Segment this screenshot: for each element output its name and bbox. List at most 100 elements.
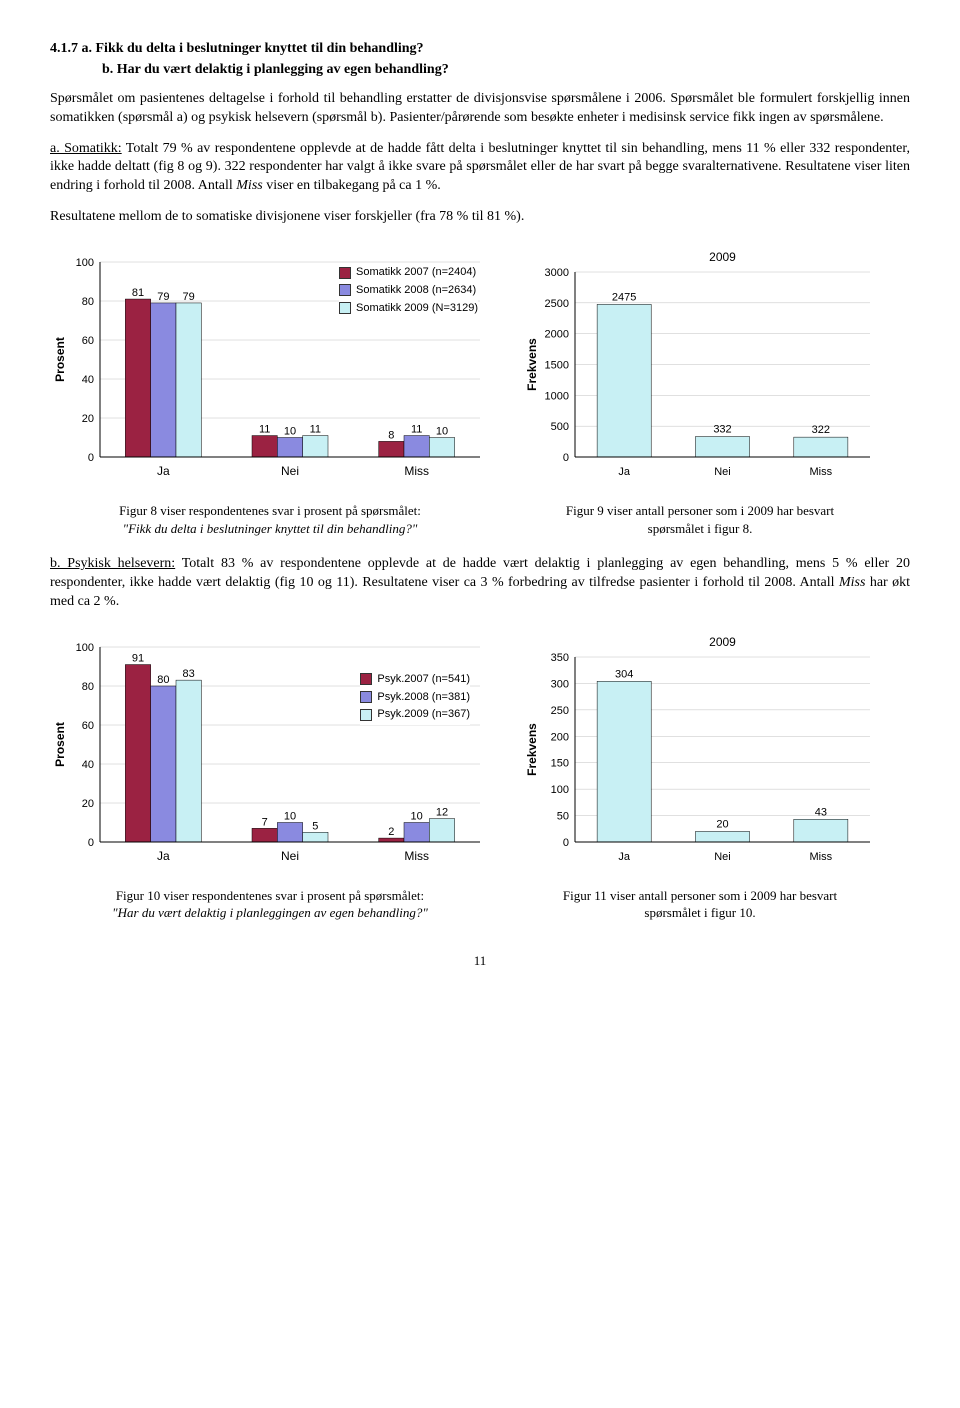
svg-text:91: 91 bbox=[132, 652, 144, 664]
svg-text:0: 0 bbox=[88, 452, 94, 464]
caption-9b: spørsmålet i figur 8. bbox=[648, 521, 753, 536]
svg-text:0: 0 bbox=[563, 452, 569, 464]
svg-text:2009: 2009 bbox=[709, 635, 736, 649]
paragraph-1: Spørsmålet om pasientenes deltagelse i f… bbox=[50, 90, 910, 128]
para2-miss: Miss bbox=[236, 178, 262, 193]
chart-9: 20090500100015002000250030002475Ja332Nei… bbox=[520, 247, 880, 494]
svg-text:20: 20 bbox=[716, 818, 728, 830]
caption-10a: Figur 10 viser respondentenes svar i pro… bbox=[116, 888, 424, 903]
svg-text:Miss: Miss bbox=[404, 464, 429, 478]
paragraph-4: b. Psykisk helsevern: Totalt 83 % av res… bbox=[50, 555, 910, 612]
svg-text:100: 100 bbox=[76, 257, 94, 269]
svg-text:Nei: Nei bbox=[714, 466, 731, 478]
svg-text:2000: 2000 bbox=[545, 329, 569, 341]
svg-text:Nei: Nei bbox=[281, 849, 299, 863]
svg-text:20: 20 bbox=[82, 413, 94, 425]
svg-text:250: 250 bbox=[551, 705, 569, 717]
caption-8a: Figur 8 viser respondentenes svar i pros… bbox=[119, 503, 421, 518]
para4-body: Totalt 83 % av respondentene opplevde at… bbox=[50, 556, 910, 590]
svg-text:Nei: Nei bbox=[281, 464, 299, 478]
caption-row-2: Figur 10 viser respondentenes svar i pro… bbox=[50, 887, 910, 922]
svg-text:10: 10 bbox=[284, 426, 296, 438]
svg-text:100: 100 bbox=[76, 642, 94, 654]
svg-text:2475: 2475 bbox=[612, 292, 636, 304]
svg-text:3000: 3000 bbox=[545, 267, 569, 279]
svg-text:Nei: Nei bbox=[714, 851, 731, 863]
svg-text:50: 50 bbox=[557, 810, 569, 822]
caption-10b: "Har du vært delaktig i planleggingen av… bbox=[112, 905, 428, 920]
para2-tail: viser en tilbakegang på ca 1 %. bbox=[263, 178, 441, 193]
svg-text:Prosent: Prosent bbox=[53, 722, 67, 767]
svg-text:79: 79 bbox=[183, 291, 195, 303]
para4-lead: b. Psykisk helsevern: bbox=[50, 556, 175, 571]
svg-text:0: 0 bbox=[563, 837, 569, 849]
svg-text:83: 83 bbox=[183, 668, 195, 680]
svg-text:43: 43 bbox=[815, 806, 827, 818]
svg-text:Ja: Ja bbox=[157, 464, 170, 478]
svg-text:200: 200 bbox=[551, 731, 569, 743]
chart-8: 020406080100817979Ja111011Nei81110MissPr… bbox=[50, 247, 490, 494]
svg-text:40: 40 bbox=[82, 759, 94, 771]
svg-text:11: 11 bbox=[259, 424, 270, 436]
chart-row-1: 020406080100817979Ja111011Nei81110MissPr… bbox=[50, 247, 910, 494]
svg-text:10: 10 bbox=[436, 426, 448, 438]
svg-text:Frekvens: Frekvens bbox=[525, 723, 539, 776]
svg-text:5: 5 bbox=[312, 820, 318, 832]
section-subheading: b. Har du vært delaktig i planlegging av… bbox=[102, 61, 910, 80]
caption-9: Figur 9 viser antall personer som i 2009… bbox=[520, 502, 880, 537]
svg-text:150: 150 bbox=[551, 757, 569, 769]
chart-11: 2009 0 50 100 150 200 250 300 350 304 Ja 20 Nei 43 Mis… bbox=[520, 632, 880, 879]
svg-text:10: 10 bbox=[284, 810, 296, 822]
svg-text:81: 81 bbox=[132, 287, 144, 299]
svg-text:Prosent: Prosent bbox=[53, 337, 67, 382]
svg-text:11: 11 bbox=[310, 424, 321, 436]
caption-9a: Figur 9 viser antall personer som i 2009… bbox=[566, 503, 834, 518]
caption-10: Figur 10 viser respondentenes svar i pro… bbox=[50, 887, 490, 922]
para4-miss: Miss bbox=[839, 575, 865, 590]
svg-text:8: 8 bbox=[388, 430, 394, 442]
svg-text:12: 12 bbox=[436, 806, 448, 818]
svg-text:2500: 2500 bbox=[545, 298, 569, 310]
svg-text:Miss: Miss bbox=[810, 851, 833, 863]
svg-text:Miss: Miss bbox=[404, 849, 429, 863]
svg-text:350: 350 bbox=[551, 652, 569, 664]
svg-text:80: 80 bbox=[157, 674, 169, 686]
svg-text:79: 79 bbox=[157, 291, 169, 303]
svg-text:Ja: Ja bbox=[618, 466, 631, 478]
chart-row-2: 0 20 40 60 80 100 91 80 83 Ja 7 10 5 Nei 2 10 12 Miss Pros… bbox=[50, 632, 910, 879]
svg-text:Ja: Ja bbox=[157, 849, 170, 863]
caption-8: Figur 8 viser respondentenes svar i pros… bbox=[50, 502, 490, 537]
svg-text:0: 0 bbox=[88, 837, 94, 849]
svg-text:1000: 1000 bbox=[545, 390, 569, 402]
caption-11b: spørsmålet i figur 10. bbox=[644, 905, 755, 920]
svg-text:300: 300 bbox=[551, 678, 569, 690]
svg-text:Frekvens: Frekvens bbox=[525, 338, 539, 391]
svg-text:332: 332 bbox=[713, 424, 731, 436]
svg-text:40: 40 bbox=[82, 374, 94, 386]
svg-text:11: 11 bbox=[411, 424, 422, 436]
caption-11: Figur 11 viser antall personer som i 200… bbox=[520, 887, 880, 922]
svg-text:100: 100 bbox=[551, 784, 569, 796]
para2-lead: a. Somatikk: bbox=[50, 141, 122, 156]
svg-text:20: 20 bbox=[82, 798, 94, 810]
svg-text:60: 60 bbox=[82, 720, 94, 732]
caption-8b: "Fikk du delta i beslutninger knyttet ti… bbox=[123, 521, 418, 536]
svg-text:7: 7 bbox=[262, 816, 268, 828]
caption-row-1: Figur 8 viser respondentenes svar i pros… bbox=[50, 502, 910, 537]
svg-text:Ja: Ja bbox=[618, 851, 631, 863]
section-heading: 4.1.7 a. Fikk du delta i beslutninger kn… bbox=[50, 40, 910, 59]
chart-10: 0 20 40 60 80 100 91 80 83 Ja 7 10 5 Nei 2 10 12 Miss Pros… bbox=[50, 632, 490, 879]
svg-text:1500: 1500 bbox=[545, 360, 569, 372]
paragraph-2: a. Somatikk: Totalt 79 % av respondenten… bbox=[50, 140, 910, 197]
svg-text:80: 80 bbox=[82, 681, 94, 693]
paragraph-3: Resultatene mellom de to somatiske divis… bbox=[50, 208, 910, 227]
svg-text:60: 60 bbox=[82, 335, 94, 347]
svg-text:322: 322 bbox=[812, 424, 830, 436]
svg-text:2009: 2009 bbox=[709, 250, 736, 264]
svg-text:2: 2 bbox=[388, 826, 394, 838]
page-number: 11 bbox=[50, 952, 910, 970]
svg-text:10: 10 bbox=[411, 810, 423, 822]
para2-body: Totalt 79 % av respondentene opplevde at… bbox=[50, 141, 910, 194]
svg-text:304: 304 bbox=[615, 668, 633, 680]
caption-11a: Figur 11 viser antall personer som i 200… bbox=[563, 888, 837, 903]
